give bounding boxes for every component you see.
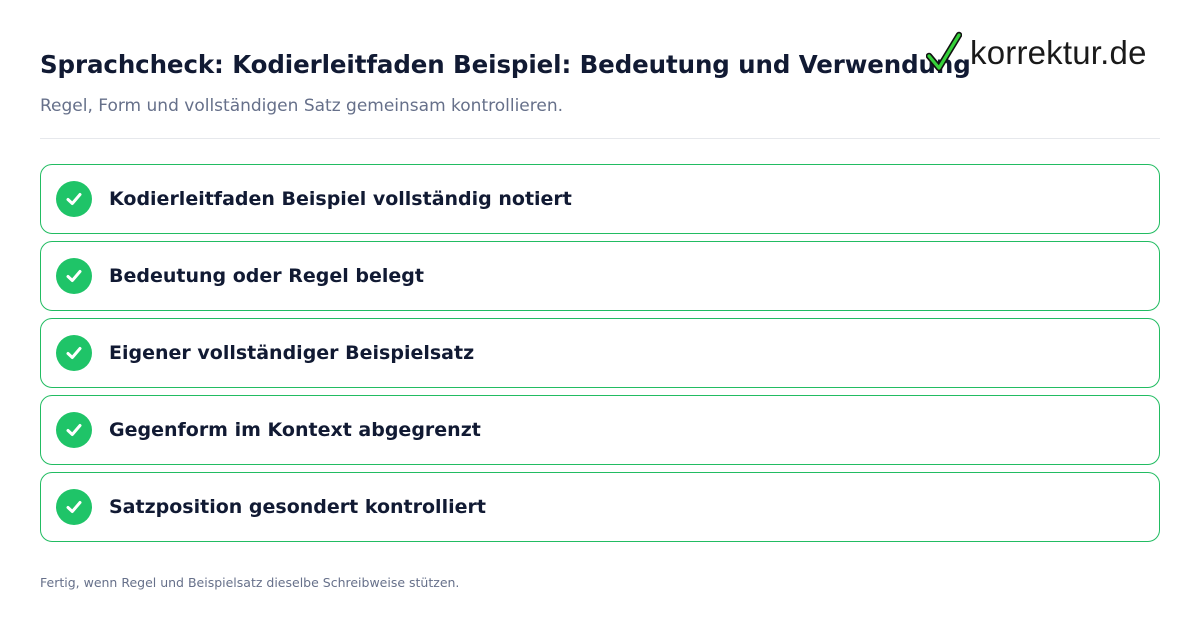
checklist-item: Kodierleitfaden Beispiel vollständig not…: [40, 164, 1160, 234]
check-circle-icon: [56, 412, 92, 448]
checklist-item-label: Satzposition gesondert kontrolliert: [109, 496, 486, 518]
checklist-item: Bedeutung oder Regel belegt: [40, 241, 1160, 311]
check-circle-icon: [56, 335, 92, 371]
brand-logo: korrektur.de: [926, 30, 1147, 74]
footer-note: Fertig, wenn Regel und Beispielsatz dies…: [40, 575, 460, 590]
checklist-item: Eigener vollständiger Beispielsatz: [40, 318, 1160, 388]
checklist-item: Satzposition gesondert kontrolliert: [40, 472, 1160, 542]
check-circle-icon: [56, 181, 92, 217]
checklist-item-label: Eigener vollständiger Beispielsatz: [109, 342, 475, 364]
checklist: Kodierleitfaden Beispiel vollständig not…: [40, 164, 1160, 549]
checkmark-icon: [926, 31, 962, 73]
page-title: Sprachcheck: Kodierleitfaden Beispiel: B…: [40, 50, 971, 79]
logo-text: korrektur.de: [970, 33, 1147, 71]
checklist-item: Gegenform im Kontext abgegrenzt: [40, 395, 1160, 465]
checklist-item-label: Bedeutung oder Regel belegt: [109, 265, 424, 287]
checklist-item-label: Kodierleitfaden Beispiel vollständig not…: [109, 188, 572, 210]
page-subtitle: Regel, Form und vollständigen Satz gemei…: [40, 96, 564, 116]
check-circle-icon: [56, 258, 92, 294]
header-divider: [40, 138, 1160, 139]
checklist-item-label: Gegenform im Kontext abgegrenzt: [109, 419, 481, 441]
check-circle-icon: [56, 489, 92, 525]
